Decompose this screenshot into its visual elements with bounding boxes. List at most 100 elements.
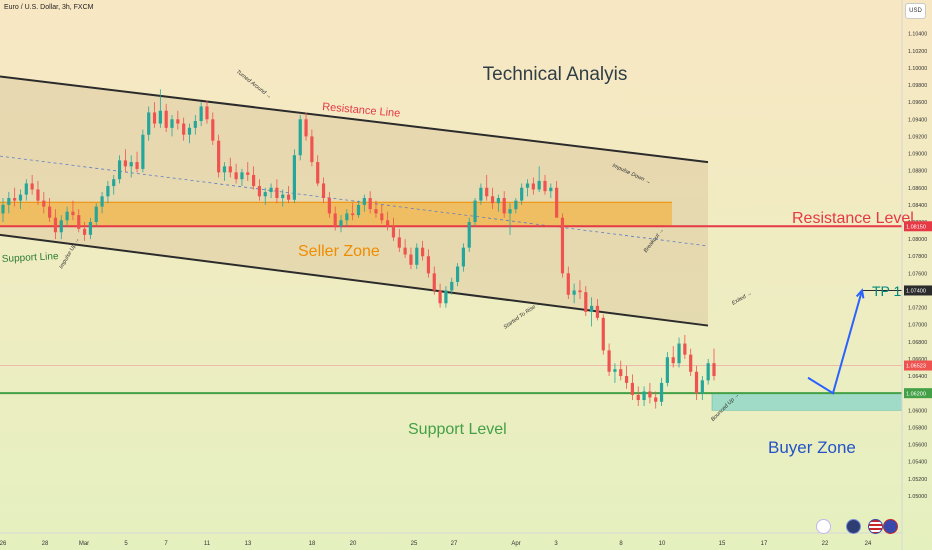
candle-body — [421, 247, 425, 257]
candle-body — [304, 119, 308, 137]
time-tick-label: 10 — [659, 541, 666, 547]
annotation-label: Exited → — [731, 290, 753, 306]
candle-body — [333, 213, 337, 227]
time-tick-label: Apr — [511, 541, 520, 547]
candle-body — [490, 196, 495, 204]
candle-body — [677, 343, 681, 364]
candle-body — [176, 119, 180, 124]
candle-body — [397, 237, 401, 248]
time-tick-label: 22 — [822, 541, 829, 547]
candle-body — [455, 266, 460, 282]
price-tick-label: 1.10400 — [908, 32, 927, 38]
lightning-icon[interactable] — [816, 519, 831, 534]
event-icon[interactable] — [846, 519, 861, 534]
candle-body — [368, 198, 372, 210]
candle-body — [59, 220, 63, 233]
price-badge-label: 1.07400 — [906, 289, 926, 295]
candle-body — [531, 183, 535, 190]
time-tick-label: 18 — [309, 541, 316, 547]
candle-body — [199, 106, 203, 121]
candle-body — [374, 209, 378, 214]
candle-body — [147, 112, 151, 135]
candle-body — [409, 254, 413, 265]
candle-body — [386, 220, 390, 227]
candle-body — [30, 183, 34, 190]
support-line — [0, 233, 709, 327]
candle-body — [222, 166, 227, 173]
candle-body — [345, 213, 349, 221]
price-badge-label: 1.06200 — [906, 391, 926, 397]
candle-body — [671, 357, 675, 364]
candle-body — [700, 380, 704, 394]
price-badge — [904, 360, 932, 371]
candle-body — [444, 290, 448, 304]
buyer-zone-label: Buyer Zone — [768, 438, 856, 457]
price-tick-label: 1.05000 — [908, 494, 927, 500]
candle-body — [321, 183, 326, 199]
channel-mid-line — [0, 155, 709, 247]
price-tick-label: 1.10000 — [908, 66, 927, 72]
annotation-label: Started To Rise → — [503, 300, 543, 331]
candle-body — [263, 192, 267, 197]
candle-body — [135, 162, 139, 169]
candle-body — [356, 204, 361, 216]
price-tick-label: 1.08800 — [908, 169, 927, 175]
chart-title: Technical Analyis — [483, 64, 628, 85]
time-tick-label: 11 — [204, 541, 211, 547]
candle-body — [257, 186, 262, 197]
resistance-line — [0, 75, 709, 164]
candle-body — [508, 209, 512, 214]
price-tick-label: 1.09800 — [908, 83, 927, 89]
time-tick-label: Mar — [79, 541, 89, 547]
candle-body — [694, 371, 699, 394]
candle-body — [555, 187, 559, 218]
price-tick-label: 1.07800 — [908, 254, 927, 260]
candle-body — [683, 343, 687, 355]
price-tick-label: 1.05600 — [908, 443, 927, 449]
candle-body — [566, 273, 570, 295]
candle-body — [572, 290, 576, 295]
price-tick-label: 1.05800 — [908, 425, 927, 431]
candle-body — [496, 198, 500, 204]
candle-body — [450, 281, 454, 291]
candle-body — [432, 273, 436, 291]
price-badge-label: 1.08150 — [906, 224, 926, 230]
time-tick-label: 28 — [42, 541, 49, 547]
candle-body — [706, 363, 710, 381]
candle-body — [88, 221, 93, 235]
candle-body — [636, 394, 640, 401]
price-tick-label: 1.07000 — [908, 323, 927, 329]
seller-zone-label: Seller Zone — [298, 243, 380, 260]
candle-body — [438, 290, 442, 304]
candle-body — [193, 120, 197, 128]
candle-body — [502, 198, 506, 214]
currency-button[interactable]: USD — [905, 3, 926, 19]
candle-body — [187, 127, 192, 135]
us-flag-icon[interactable] — [868, 519, 883, 534]
candle-body — [659, 382, 664, 402]
eu-flag-icon[interactable] — [883, 519, 898, 534]
time-tick-label: 26 — [0, 541, 7, 547]
candle-body — [158, 110, 162, 124]
candle-body — [18, 194, 23, 201]
buyer-zone-rect — [711, 392, 903, 411]
candle-body — [391, 226, 396, 238]
candle-body — [619, 369, 623, 377]
price-tick-label: 1.09000 — [908, 152, 927, 158]
candle-body — [560, 217, 565, 274]
candle-body — [479, 187, 483, 201]
symbol-title: Euro / U.S. Dollar, 3h, FXCM — [4, 4, 94, 11]
candle-body — [42, 200, 46, 207]
candle-body — [24, 183, 28, 195]
price-tick-label: 1.09600 — [908, 100, 927, 106]
candle-body — [1, 204, 5, 214]
candle-body — [461, 247, 466, 267]
support-line-label: Support Line — [2, 251, 60, 265]
candle-body — [595, 305, 600, 318]
time-tick-label: 15 — [719, 541, 726, 547]
time-tick-label: 24 — [865, 541, 872, 547]
candle-body — [590, 305, 594, 312]
price-badge — [904, 388, 932, 399]
candle-body — [170, 119, 174, 128]
